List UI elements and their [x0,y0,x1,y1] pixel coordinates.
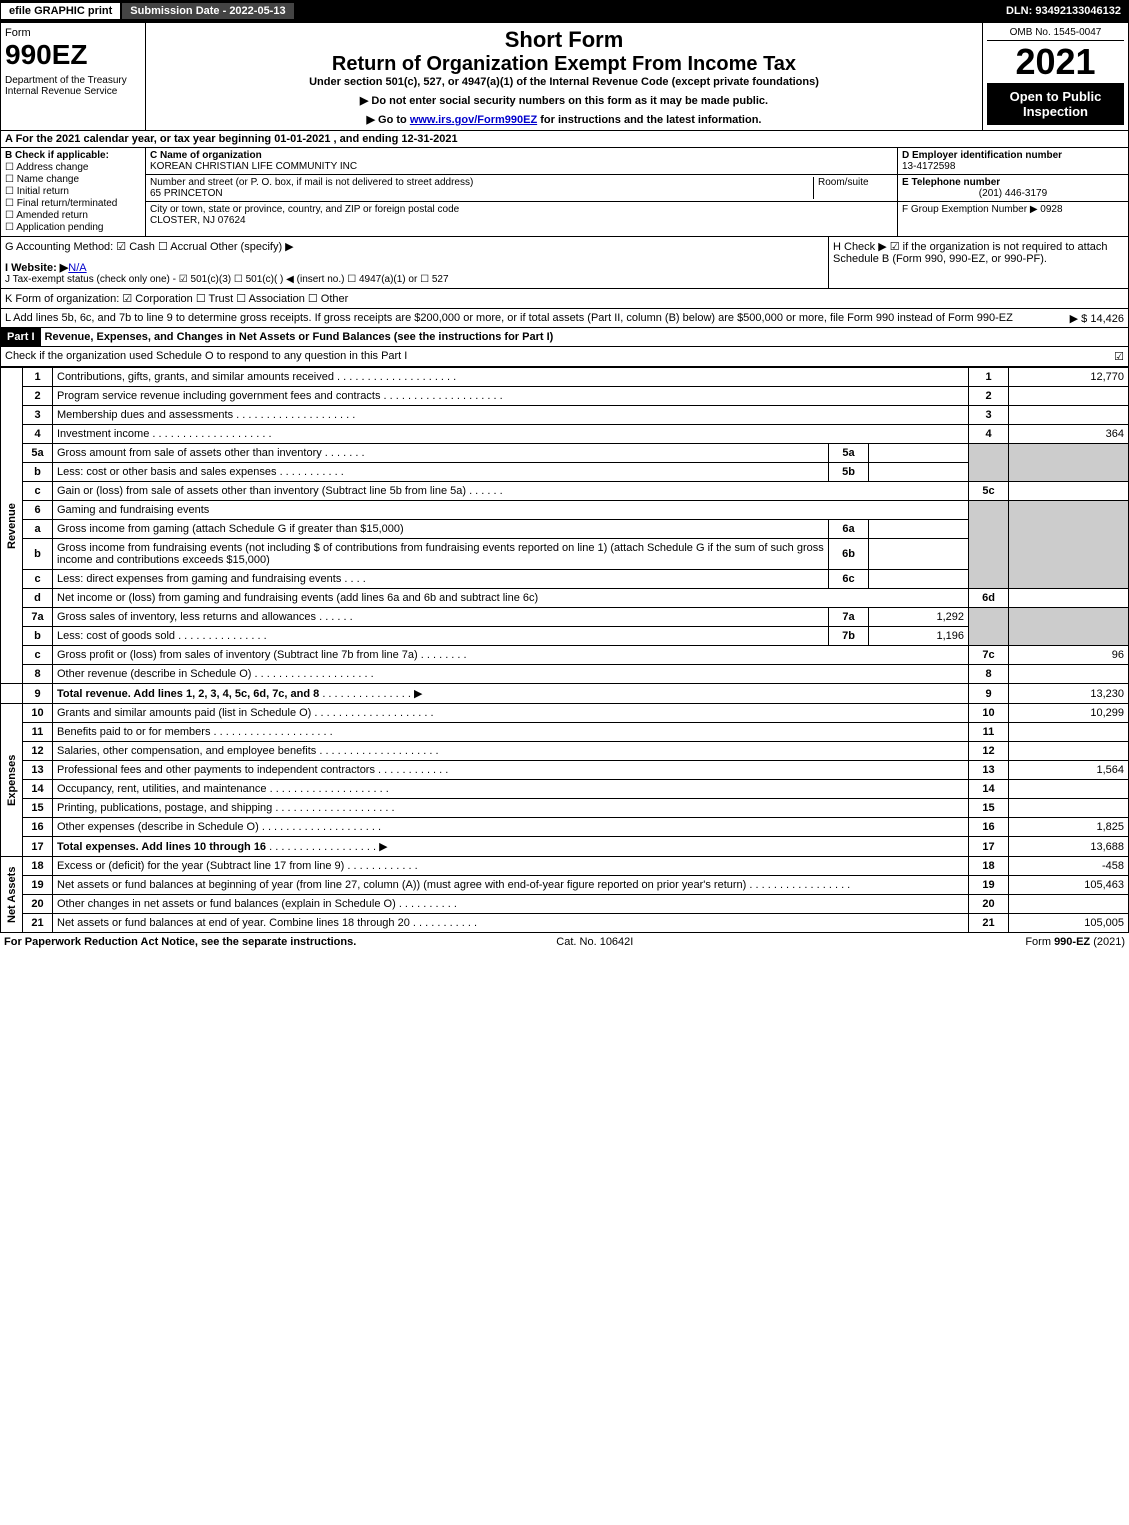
header-right: OMB No. 1545-0047 2021 Open to Public In… [983,23,1128,130]
room-suite: Room/suite [813,177,893,199]
website-label: I Website: ▶ [5,262,68,274]
efile-label: efile GRAPHIC print [0,2,121,20]
section-bcd: B Check if applicable: ☐ Address change … [0,148,1129,237]
part-1-label: Part I [1,328,41,346]
open-to-public: Open to Public Inspection [987,83,1124,125]
city: CLOSTER, NJ 07624 [150,215,893,226]
tax-year: 2021 [987,41,1124,83]
submission-date: Submission Date - 2022-05-13 [121,2,294,20]
line-18: Net Assets 18 Excess or (deficit) for th… [1,857,1129,876]
note-ssn: ▶ Do not enter social security numbers o… [150,94,978,107]
section-a: A For the 2021 calendar year, or tax yea… [0,131,1129,148]
section-k: K Form of organization: ☑ Corporation ☐ … [0,289,1129,309]
line-1: Revenue 1 Contributions, gifts, grants, … [1,368,1129,387]
netassets-vertical: Net Assets [1,857,23,933]
revenue-vertical: Revenue [1,368,23,684]
ein: 13-4172598 [902,161,1124,172]
phone: (201) 446-3179 [902,188,1124,199]
line-5c: c Gain or (loss) from sale of assets oth… [1,482,1129,501]
line-7c: c Gross profit or (loss) from sales of i… [1,646,1129,665]
line-1-val: 12,770 [1009,368,1129,387]
part-1-check: Check if the organization used Schedule … [0,347,1129,367]
c-name-label: C Name of organization [150,150,893,161]
footer-center: Cat. No. 10642I [556,936,633,948]
footer-left: For Paperwork Reduction Act Notice, see … [4,936,356,948]
line-8: 8 Other revenue (describe in Schedule O)… [1,665,1129,684]
irs-link[interactable]: www.irs.gov/Form990EZ [410,114,537,126]
page-footer: For Paperwork Reduction Act Notice, see … [0,933,1129,951]
cb-initial[interactable]: ☐ Initial return [5,186,141,197]
section-l: L Add lines 5b, 6c, and 7b to line 9 to … [0,309,1129,328]
line-2: 2 Program service revenue including gove… [1,387,1129,406]
line-12: 12 Salaries, other compensation, and emp… [1,742,1129,761]
website-value: N/A [68,262,86,274]
form-header: Form 990EZ Department of the Treasury In… [0,22,1129,131]
cb-name[interactable]: ☐ Name change [5,174,141,185]
omb-number: OMB No. 1545-0047 [987,27,1124,41]
org-name: KOREAN CHRISTIAN LIFE COMMUNITY INC [150,161,893,172]
cb-amended[interactable]: ☐ Amended return [5,210,141,221]
section-h: H Check ▶ ☑ if the organization is not r… [828,237,1128,288]
line-11: 11 Benefits paid to or for members 11 [1,723,1129,742]
line-6a: a Gross income from gaming (attach Sched… [1,520,1129,539]
city-label: City or town, state or province, country… [150,204,893,215]
accounting-method: G Accounting Method: ☑ Cash ☐ Accrual Ot… [5,240,824,261]
part-1-title: Revenue, Expenses, and Changes in Net As… [41,328,558,346]
line-20: 20 Other changes in net assets or fund b… [1,895,1129,914]
line-6d: d Net income or (loss) from gaming and f… [1,589,1129,608]
footer-right: Form 990-EZ (2021) [1025,936,1125,948]
section-gh: G Accounting Method: ☑ Cash ☐ Accrual Ot… [0,237,1129,289]
form-number: 990EZ [5,39,141,71]
line-15: 15 Printing, publications, postage, and … [1,799,1129,818]
line-17: 17 Total expenses. Add lines 10 through … [1,837,1129,857]
title-short-form: Short Form [150,27,978,53]
header-center: Short Form Return of Organization Exempt… [146,23,983,130]
note-link: ▶ Go to www.irs.gov/Form990EZ for instru… [150,113,978,126]
line-5a: 5a Gross amount from sale of assets othe… [1,444,1129,463]
cb-pending[interactable]: ☐ Application pending [5,222,141,233]
line-6b: b Gross income from fundraising events (… [1,539,1129,570]
line-5b: b Less: cost or other basis and sales ex… [1,463,1129,482]
revenue-table: Revenue 1 Contributions, gifts, grants, … [0,367,1129,933]
header-left: Form 990EZ Department of the Treasury In… [1,23,146,130]
line-21: 21 Net assets or fund balances at end of… [1,914,1129,933]
cb-final[interactable]: ☐ Final return/terminated [5,198,141,209]
line-9: 9 Total revenue. Add lines 1, 2, 3, 4, 5… [1,684,1129,704]
line-14: 14 Occupancy, rent, utilities, and maint… [1,780,1129,799]
line-6c: c Less: direct expenses from gaming and … [1,570,1129,589]
line-6: 6 Gaming and fundraising events [1,501,1129,520]
section-b: B Check if applicable: ☐ Address change … [1,148,146,236]
tax-exempt-status: J Tax-exempt status (check only one) - ☑… [5,274,824,285]
line-10: Expenses 10 Grants and similar amounts p… [1,704,1129,723]
street-label: Number and street (or P. O. box, if mail… [150,177,813,188]
street: 65 PRINCETON [150,188,813,199]
line-7a: 7a Gross sales of inventory, less return… [1,608,1129,627]
line-13: 13 Professional fees and other payments … [1,761,1129,780]
section-def: D Employer identification number 13-4172… [898,148,1128,236]
subtitle: Under section 501(c), 527, or 4947(a)(1)… [150,76,978,88]
department: Department of the Treasury Internal Reve… [5,75,141,97]
line-3: 3 Membership dues and assessments 3 [1,406,1129,425]
phone-label: E Telephone number [902,177,1124,188]
expenses-vertical: Expenses [1,704,23,857]
group-exemption: F Group Exemption Number ▶ 0928 [902,204,1124,215]
gross-receipts: ▶ $ 14,426 [1070,312,1124,325]
top-bar: efile GRAPHIC print Submission Date - 20… [0,0,1129,22]
line-4: 4 Investment income 4 364 [1,425,1129,444]
title-return: Return of Organization Exempt From Incom… [150,53,978,76]
line-7b: b Less: cost of goods sold . . . . . . .… [1,627,1129,646]
ein-label: D Employer identification number [902,150,1124,161]
line-16: 16 Other expenses (describe in Schedule … [1,818,1129,837]
dln-number: DLN: 93492133046132 [1006,5,1129,17]
part-1-header: Part I Revenue, Expenses, and Changes in… [0,328,1129,347]
b-label: B Check if applicable: [5,150,141,161]
line-19: 19 Net assets or fund balances at beginn… [1,876,1129,895]
section-c: C Name of organization KOREAN CHRISTIAN … [146,148,898,236]
cb-address[interactable]: ☐ Address change [5,162,141,173]
form-label: Form [5,27,141,39]
